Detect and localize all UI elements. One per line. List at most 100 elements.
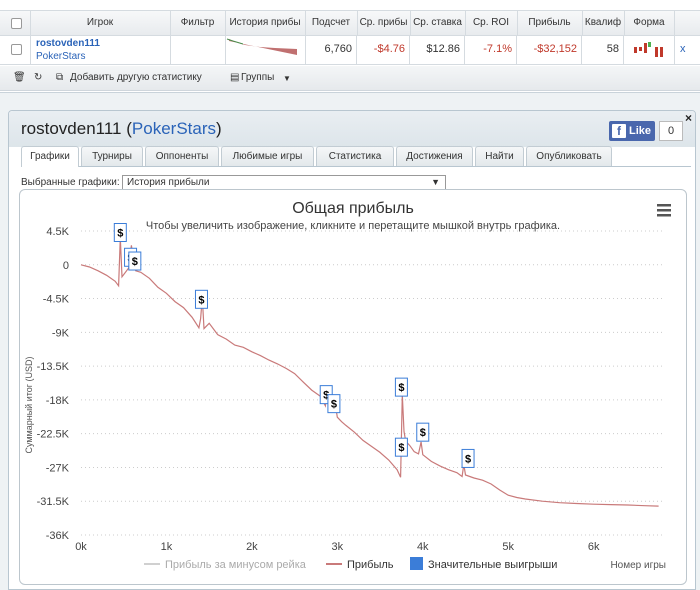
header-player[interactable]: Игрок <box>30 11 171 35</box>
big-win-marker[interactable]: $ <box>194 289 208 309</box>
header-count[interactable]: Подсчет <box>305 11 358 35</box>
big-win-marker[interactable]: $ <box>327 394 341 414</box>
window-player-name: rostovden111 <box>21 119 122 138</box>
header-filter[interactable]: Фильтр <box>170 11 226 35</box>
x-tick-label: 5k <box>502 541 514 553</box>
header-form[interactable]: Форма <box>624 11 675 35</box>
big-win-label: $ <box>117 228 123 240</box>
x-tick-label: 2k <box>246 541 258 553</box>
big-win-marker[interactable]: $ <box>113 223 127 243</box>
stats-table: Игрок Фильтр История прибы Подсчет Ср. п… <box>0 0 700 93</box>
player-name-link[interactable]: rostovden111 <box>36 38 100 49</box>
refresh-icon[interactable]: ↻ <box>34 72 43 83</box>
header-qualified[interactable]: Квалиф <box>582 11 625 35</box>
window-paren-close: ) <box>216 119 222 138</box>
tab-graphs[interactable]: Графики <box>21 146 79 167</box>
count-cell: 6,760 <box>305 35 357 64</box>
profit-sparkline[interactable] <box>225 35 305 64</box>
chart-menu-icon[interactable] <box>657 204 671 217</box>
big-win-marker[interactable]: $ <box>394 377 408 397</box>
graph-select-label: Выбранные графики: <box>21 177 120 188</box>
chart-legend: Прибыль за минусом рейка Прибыль Значите… <box>144 557 557 571</box>
big-win-marker[interactable]: $ <box>128 251 142 271</box>
y-tick-label: -22.5K <box>37 429 70 441</box>
player-window: rostovden111 (PokerStars) f Like 0 × Гра… <box>8 110 696 590</box>
table-footer: 🗑 ↻ ⧉ Добавить другую статистику ▤ Групп… <box>0 66 700 91</box>
chart-subtitle: Чтобы увеличить изображение, кликните и … <box>146 220 560 232</box>
stats-table-header: Игрок Фильтр История прибы Подсчет Ср. п… <box>0 10 700 36</box>
facebook-like-button[interactable]: f Like <box>609 121 655 141</box>
chart-grid <box>81 230 662 536</box>
header-profit-history[interactable]: История прибы <box>225 11 306 35</box>
big-win-flag <box>194 289 208 309</box>
tab-achievements[interactable]: Достижения <box>396 146 473 166</box>
close-icon[interactable]: × <box>685 111 693 125</box>
big-win-flag <box>416 422 430 442</box>
window-title: rostovden111 (PokerStars) <box>21 119 222 139</box>
form-bars <box>634 42 663 57</box>
remove-row-link[interactable]: x <box>680 43 686 55</box>
big-win-marker[interactable]: $ <box>416 422 430 442</box>
legend-label-rake: Прибыль за минусом рейка <box>165 559 307 571</box>
groups-dropdown[interactable]: Группы <box>241 72 275 83</box>
profit-chart[interactable]: 4.5K 0 -4.5K -9K -13.5K -18K -22.5K -27K -31.5K -… <box>20 190 686 584</box>
add-stats-icon: ⧉ <box>56 72 64 83</box>
y-tick-label: -4.5K <box>43 294 70 306</box>
select-all-checkbox[interactable] <box>11 18 22 29</box>
big-win-flag <box>394 437 408 457</box>
y-tick-label: -36K <box>46 530 70 542</box>
y-tick-label: -31.5K <box>37 496 70 508</box>
tab-opponents[interactable]: Оппоненты <box>145 146 219 166</box>
tab-statistics[interactable]: Статистика <box>316 146 394 166</box>
header-avg-profit[interactable]: Ср. прибы <box>357 11 411 35</box>
chart-title: Общая прибыль <box>292 200 414 217</box>
x-axis-labels: 0k 1k 2k 3k 4k 5k 6k <box>75 541 600 553</box>
qualified-cell: 58 <box>582 35 624 64</box>
tab-favorite-games[interactable]: Любимые игры <box>221 146 314 166</box>
header-avg-stake[interactable]: Ср. ставка <box>410 11 466 35</box>
tab-tournaments[interactable]: Турниры <box>81 146 143 166</box>
y-tick-label: -27K <box>46 462 70 474</box>
profit-history-cell <box>225 35 306 64</box>
header-select <box>0 11 31 35</box>
big-win-flag <box>327 394 341 414</box>
big-win-label: $ <box>398 442 404 454</box>
big-win-label: $ <box>420 427 426 439</box>
facebook-icon: f <box>612 124 626 138</box>
chevron-down-icon[interactable]: ▼ <box>283 74 291 83</box>
form-cell <box>624 35 675 64</box>
window-site-link[interactable]: PokerStars <box>131 119 216 138</box>
x-tick-label: 0k <box>75 541 87 553</box>
tab-publish[interactable]: Опубликовать <box>526 146 612 166</box>
trash-icon[interactable]: 🗑 <box>13 72 26 83</box>
graph-select[interactable]: История прибыли ▼ <box>122 175 446 190</box>
big-win-label: $ <box>198 294 204 306</box>
legend-item-big-wins[interactable]: Значительные выигрыши <box>410 557 557 571</box>
profit-cell: -$32,152 <box>517 35 582 64</box>
big-win-label: $ <box>331 399 337 411</box>
add-stats-link[interactable]: Добавить другую статистику <box>70 72 202 83</box>
legend-item-rake[interactable]: Прибыль за минусом рейка <box>144 559 307 571</box>
row-checkbox[interactable] <box>11 44 22 55</box>
big-wins-markers: $$$$$$$$$$ <box>113 223 475 468</box>
big-win-flag <box>128 251 142 271</box>
header-profit[interactable]: Прибыль <box>517 11 583 35</box>
big-win-flag <box>113 223 127 243</box>
y-tick-label: 4.5K <box>46 226 69 238</box>
big-win-marker[interactable]: $ <box>394 437 408 457</box>
legend-label-big-wins: Значительные выигрыши <box>428 559 557 571</box>
player-site-link[interactable]: PokerStars <box>36 51 86 62</box>
x-tick-label: 6k <box>588 541 600 553</box>
x-tick-label: 1k <box>161 541 173 553</box>
y-axis-labels: 4.5K 0 -4.5K -9K -13.5K -18K -22.5K -27K -31.5K -… <box>37 226 70 542</box>
groups-icon: ▤ <box>230 72 240 83</box>
sparkline-area <box>229 39 297 55</box>
tab-search[interactable]: Найти <box>475 146 524 166</box>
y-tick-label: 0 <box>63 260 69 272</box>
player-cell: rostovden111 PokerStars <box>30 35 171 64</box>
like-count: 0 <box>659 121 683 141</box>
header-avg-roi[interactable]: Ср. ROI <box>465 11 518 35</box>
chart-container[interactable]: 4.5K 0 -4.5K -9K -13.5K -18K -22.5K -27K -31.5K -… <box>19 189 687 585</box>
big-win-marker[interactable]: $ <box>461 448 475 468</box>
legend-item-profit[interactable]: Прибыль <box>326 559 394 571</box>
